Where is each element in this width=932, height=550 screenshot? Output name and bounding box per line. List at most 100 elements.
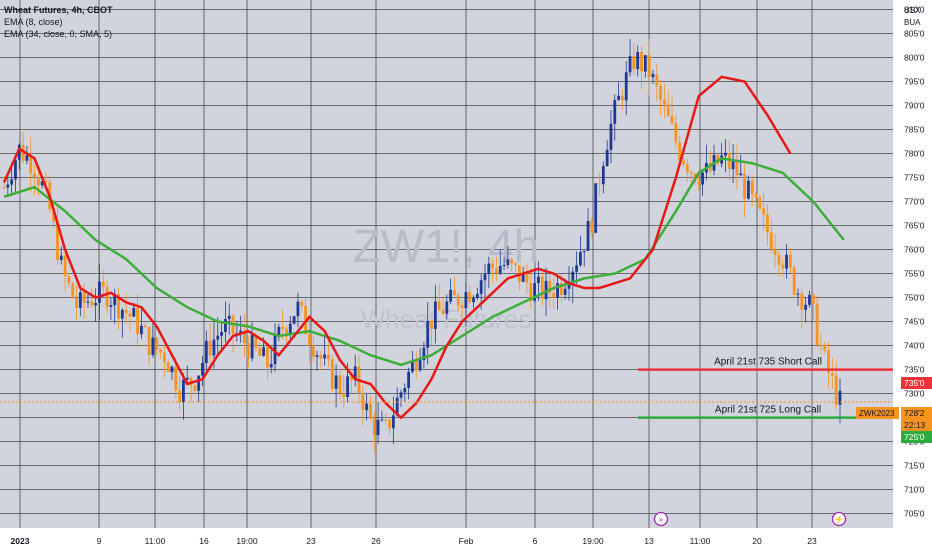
candle-body (537, 276, 540, 284)
candle-body (628, 56, 632, 73)
candle-body (647, 55, 651, 78)
candle-body (273, 334, 277, 365)
candle-body (498, 265, 502, 274)
candle-body (315, 355, 319, 357)
candle-body (636, 52, 640, 70)
candle-body (109, 305, 113, 307)
candle-body (556, 283, 559, 298)
candle-body (319, 355, 323, 359)
candle-body (220, 331, 223, 336)
candle-body (56, 221, 59, 261)
candle-body (475, 293, 479, 298)
candle-body (300, 301, 304, 306)
price-axis-background[interactable] (893, 0, 932, 550)
candle-body (71, 283, 75, 299)
time-axis-background[interactable] (0, 528, 932, 550)
chart-legend: Wheat Futures, 4h, CBOT EMA (8, close) E… (4, 4, 113, 40)
candle-body (685, 164, 689, 173)
candle-body (90, 301, 94, 306)
candle-body (510, 259, 514, 264)
svg-text:⚡: ⚡ (834, 514, 844, 524)
candle-body (643, 55, 647, 72)
time-tick-label: 2023 (11, 536, 30, 546)
price-tick-label: 770'0 (904, 197, 925, 207)
candle-body (136, 308, 140, 335)
candle-body (563, 288, 567, 295)
candle-body (769, 232, 773, 250)
candle-body (170, 366, 174, 373)
candle-body (239, 330, 243, 334)
candle-body (208, 340, 212, 356)
candle-body (659, 85, 662, 100)
candle-body (346, 376, 349, 398)
candle-body (575, 265, 579, 272)
candle-body (430, 320, 433, 330)
forward-icon[interactable]: » (653, 511, 669, 527)
candle-body (151, 337, 155, 356)
candle-body (403, 388, 407, 393)
dividend-icon[interactable]: ⚡ (831, 511, 847, 527)
candle-body (437, 301, 441, 310)
candle-body (834, 375, 838, 405)
candle-body (334, 375, 338, 389)
candle-body (601, 166, 605, 185)
candle-body (98, 281, 101, 304)
candle-body (640, 52, 643, 72)
candle-body (44, 181, 48, 183)
candle-body (288, 323, 292, 334)
candle-body (159, 349, 162, 353)
candle-body (254, 335, 258, 348)
candle-body (762, 208, 766, 215)
last-price-badge (901, 407, 932, 431)
candle-body (827, 350, 830, 373)
candle-body (544, 280, 548, 300)
candle-body (506, 259, 510, 266)
candle-body (147, 327, 151, 356)
candle-body (792, 267, 796, 295)
price-tick-label: 785'0 (904, 125, 925, 135)
ema-slow-legend: EMA (34, close, 0, SMA, 5) (4, 29, 113, 39)
candle-body (349, 376, 353, 380)
candle-body (29, 155, 33, 174)
candle-body (227, 315, 231, 320)
candle-body (594, 183, 598, 233)
candle-body (338, 375, 342, 394)
candle-body (94, 303, 98, 306)
price-tick-label: 800'0 (904, 53, 925, 63)
candle-body (796, 293, 800, 295)
candle-body (426, 320, 430, 348)
candle-body (449, 289, 453, 302)
candle-body (105, 286, 109, 307)
candle-body (495, 268, 498, 274)
candle-body (586, 220, 590, 251)
price-tick-label: 780'0 (904, 149, 925, 159)
candle-body (162, 352, 166, 363)
candle-body (517, 265, 521, 282)
candle-body (682, 160, 685, 165)
candle-body (453, 289, 456, 296)
candle-body (212, 339, 216, 356)
time-tick-label: 20 (752, 536, 762, 546)
candle-body (376, 419, 380, 436)
candle-body (40, 181, 44, 186)
candle-body (353, 366, 357, 380)
candle-body (132, 308, 136, 317)
candle-body (414, 360, 418, 371)
time-tick-label: 6 (533, 536, 538, 546)
candle-body (651, 73, 655, 78)
candle-body (411, 360, 414, 372)
candle-body (422, 347, 426, 361)
candle-body (735, 161, 739, 176)
candle-body (559, 283, 563, 295)
candle-body (418, 360, 422, 371)
candle-body (785, 254, 788, 269)
candle-body (548, 280, 552, 294)
candle-body (781, 264, 785, 269)
candle-body (655, 73, 659, 86)
candle-body (246, 343, 250, 359)
candle-body (185, 377, 189, 380)
candle-body (361, 392, 365, 411)
time-tick-label: Feb (459, 536, 474, 546)
time-tick-label: 23 (807, 536, 817, 546)
